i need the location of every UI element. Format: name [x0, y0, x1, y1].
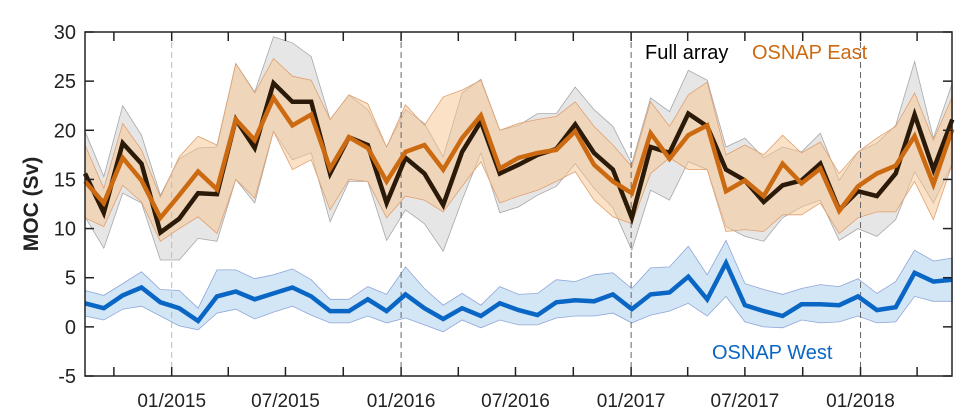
legend-full-array: Full array	[645, 42, 728, 64]
y-tick-label: 25	[54, 71, 76, 93]
x-tick-label: 07/2017	[711, 391, 780, 412]
y-tick-labels: -5 0 5 10 15 20 25 30	[54, 22, 76, 388]
legend-osnap-east: OSNAP East	[752, 42, 868, 64]
x-tick-label: 01/2018	[826, 391, 895, 412]
plot-frame	[84, 31, 953, 377]
y-tick-label: 10	[54, 219, 76, 241]
x-tick-label: 01/2017	[597, 391, 666, 412]
x-tick-label: 01/2015	[137, 391, 206, 412]
x-tick-label: 07/2015	[251, 391, 320, 412]
y-tick-label: 5	[65, 268, 76, 290]
axis-ticks	[85, 31, 952, 377]
y-tick-label: 15	[54, 169, 76, 191]
legend-osnap-west: OSNAP West	[712, 342, 833, 364]
y-tick-label: -5	[58, 366, 76, 388]
y-tick-label: 0	[65, 317, 76, 339]
y-axis-label: MOC (Sv)	[20, 157, 43, 252]
y-tick-label: 20	[54, 120, 76, 142]
uncertainty-bands	[84, 36, 953, 333]
band-osnap-east	[84, 57, 953, 242]
x-tick-label: 01/2016	[367, 391, 436, 412]
y-tick-label: 30	[54, 22, 76, 44]
series-lines	[82, 78, 955, 325]
x-tick-label: 07/2016	[481, 391, 550, 412]
band-osnap-west	[84, 239, 953, 333]
x-tick-labels: 01/2015 07/2015 01/2016 07/2016 01/2017 07/20…	[137, 391, 895, 412]
